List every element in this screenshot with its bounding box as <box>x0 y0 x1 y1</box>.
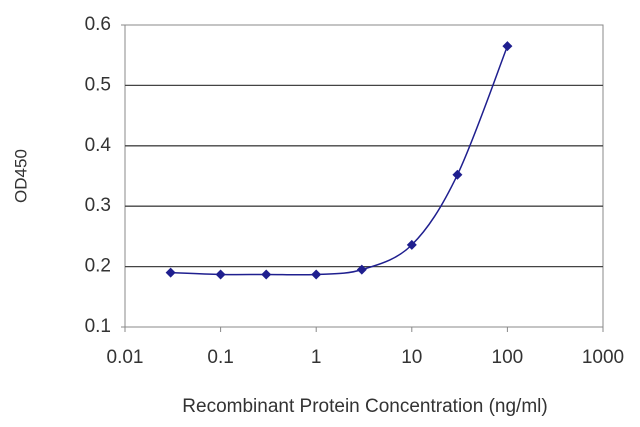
marker <box>261 269 272 280</box>
x-tick-label: 1000 <box>582 347 624 368</box>
y-tick-label: 0.5 <box>85 74 111 95</box>
marker <box>502 41 513 52</box>
x-tick-label: 1 <box>311 347 322 368</box>
marker <box>311 269 322 280</box>
x-axis-label: Recombinant Protein Concentration (ng/ml… <box>182 396 547 417</box>
x-tick-label: 10 <box>401 347 422 368</box>
y-tick-label: 0.4 <box>85 135 112 156</box>
marker <box>356 264 367 275</box>
marker <box>452 169 463 180</box>
y-tick-label: 0.2 <box>85 256 111 277</box>
plot-area <box>124 24 604 328</box>
y-tick-label: 0.1 <box>85 316 111 337</box>
y-tick-label: 0.6 <box>85 14 111 35</box>
marker <box>165 267 176 278</box>
x-tick-label: 0.1 <box>207 347 233 368</box>
marker <box>215 269 226 280</box>
marker <box>406 239 417 250</box>
x-tick-label: 100 <box>492 347 524 368</box>
x-tick-label: 0.01 <box>107 347 144 368</box>
y-axis-label: OD450 <box>11 149 30 203</box>
y-tick-label: 0.3 <box>85 195 111 216</box>
